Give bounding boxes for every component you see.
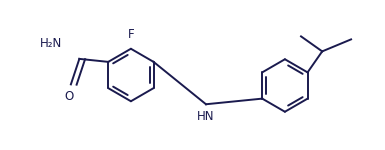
Text: HN: HN	[197, 110, 215, 123]
Text: O: O	[64, 90, 74, 103]
Text: H₂N: H₂N	[40, 37, 62, 50]
Text: F: F	[127, 28, 134, 41]
